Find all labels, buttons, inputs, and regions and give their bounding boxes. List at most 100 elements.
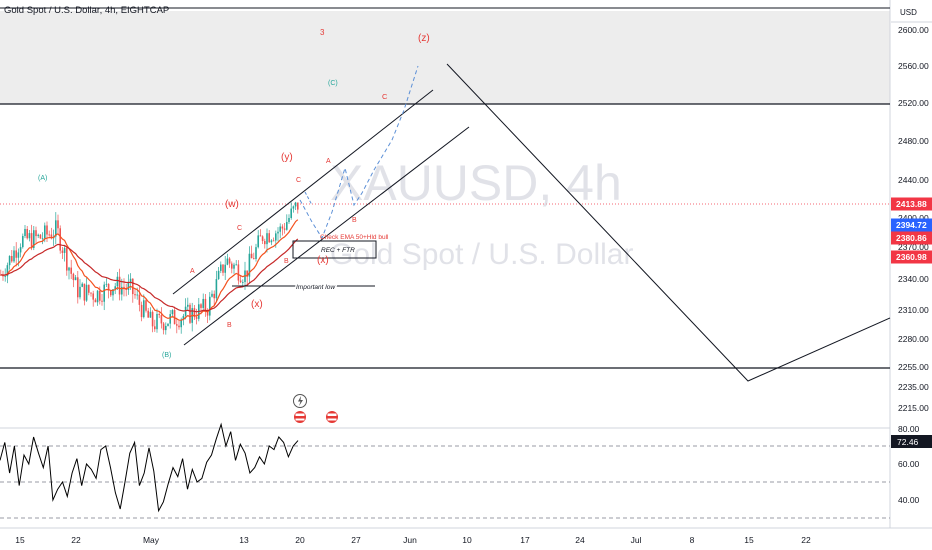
candle-body xyxy=(220,264,222,271)
candle-body xyxy=(253,258,255,259)
candle-body xyxy=(297,202,299,210)
candle-body xyxy=(110,290,112,296)
candle-body xyxy=(281,226,284,229)
important-low-label: Important low xyxy=(296,284,336,291)
candle-body xyxy=(261,236,264,242)
candle-body xyxy=(167,323,169,326)
candle-body xyxy=(149,311,152,318)
channel-lower-line[interactable] xyxy=(183,126,470,346)
candle-body xyxy=(182,315,185,320)
candle-body xyxy=(101,300,103,302)
candle-body xyxy=(200,304,202,308)
candle-body xyxy=(4,276,6,278)
rsi-tick-label: 60.00 xyxy=(898,459,920,469)
channel-upper-line[interactable] xyxy=(172,89,434,295)
candle-body xyxy=(79,286,81,298)
candle-body xyxy=(123,286,125,289)
candle-body xyxy=(250,253,253,259)
candle-body xyxy=(180,319,182,328)
price-tick-label: 2480.00 xyxy=(898,136,929,146)
wave-label-z: (z) xyxy=(418,33,430,44)
wave-label-c-y: C xyxy=(296,177,301,184)
candle-body xyxy=(206,311,209,316)
rec-ftr-box[interactable] xyxy=(292,240,377,259)
candle-body xyxy=(26,228,28,239)
price-tick-label: 2400.00 xyxy=(898,213,929,223)
time-axis[interactable]: 15 22 May 13 20 27 Jun 10 17 24 Jul 8 15 22 xyxy=(15,535,811,545)
candle-body xyxy=(11,255,13,262)
candle-body xyxy=(105,283,108,285)
rsi-axis: 80.00 60.00 40.00 xyxy=(898,424,920,505)
projection-dashed[interactable] xyxy=(299,65,419,240)
candle-body xyxy=(248,253,251,277)
candle-body xyxy=(292,206,295,209)
price-tick-label: 2370.00 xyxy=(898,242,929,252)
rec-ftr-label: REC + FTR xyxy=(321,247,355,254)
candle-body xyxy=(259,235,262,237)
candle-body xyxy=(195,317,198,319)
wave-labels: 3 (z) C (y) A C B (w) C A B (x) B (x) (A… xyxy=(38,28,430,359)
candle-body xyxy=(266,233,268,245)
candle-body xyxy=(72,273,75,281)
currency-label[interactable]: USD xyxy=(900,8,917,17)
wave-label-b-w: B xyxy=(227,322,232,329)
price-axis[interactable]: 2600.00 2560.00 2520.00 2480.00 2440.00 2400.… xyxy=(898,25,929,413)
candle-body xyxy=(83,283,86,301)
candle-body xyxy=(30,233,33,248)
candle-body xyxy=(107,283,110,291)
candle-body xyxy=(217,270,220,280)
candle-body xyxy=(74,277,77,281)
candle-body xyxy=(209,296,211,316)
candle-body xyxy=(275,233,277,241)
candle-body xyxy=(193,308,196,318)
candle-body xyxy=(112,289,114,296)
wave-label-x-low: (x) xyxy=(251,299,263,310)
candlestick-series xyxy=(0,201,299,335)
candle-body xyxy=(255,247,257,259)
candle-body xyxy=(28,233,31,239)
candle-body xyxy=(145,300,147,311)
wave-label-3: 3 xyxy=(320,28,325,37)
candle-body xyxy=(154,326,156,330)
projection-path[interactable] xyxy=(446,63,891,382)
price-tick-label: 2340.00 xyxy=(898,274,929,284)
wave-label-y: (y) xyxy=(281,152,293,163)
candle-body xyxy=(264,241,266,245)
candle-body xyxy=(85,284,88,301)
candle-body xyxy=(61,250,64,253)
us-flag-icon[interactable] xyxy=(294,411,306,423)
candle-body xyxy=(237,264,240,281)
wave-label-b-proj: B xyxy=(352,217,357,224)
ema-slow-line xyxy=(0,238,299,313)
candle-body xyxy=(151,311,154,327)
candle-body xyxy=(37,234,39,237)
wave-label-x-proj: (x) xyxy=(317,255,329,266)
price-tag xyxy=(891,197,932,211)
candle-body xyxy=(226,258,229,265)
candle-body xyxy=(215,279,218,299)
symbol-title[interactable]: Gold Spot / U.S. Dollar, 4h, EIGHTCAP xyxy=(4,5,169,16)
time-tick-label: May xyxy=(143,535,160,545)
time-tick-label: 8 xyxy=(690,535,695,545)
event-markers[interactable] xyxy=(293,394,339,424)
candle-body xyxy=(48,234,50,236)
us-flag-icon[interactable] xyxy=(326,411,338,423)
candle-body xyxy=(90,292,92,294)
price-tags: 2413.88 2394.72 2380.86 2360.98 xyxy=(891,197,932,264)
candle-body xyxy=(147,310,149,318)
candle-body xyxy=(92,293,94,300)
candle-body xyxy=(290,208,292,219)
time-tick-label: 15 xyxy=(744,535,754,545)
currency-box xyxy=(891,0,932,22)
candle-body xyxy=(55,220,57,237)
rsi-tick-label: 80.00 xyxy=(898,424,920,434)
candle-body xyxy=(103,284,105,302)
candle-body xyxy=(116,276,119,287)
candle-body xyxy=(6,265,9,277)
check-ema-label: Check EMA 50+Hld bull xyxy=(320,234,389,241)
candle-body xyxy=(17,252,20,258)
candle-body xyxy=(277,231,279,234)
price-tag xyxy=(891,218,932,232)
wave-label-B-teal: (B) xyxy=(162,352,171,359)
